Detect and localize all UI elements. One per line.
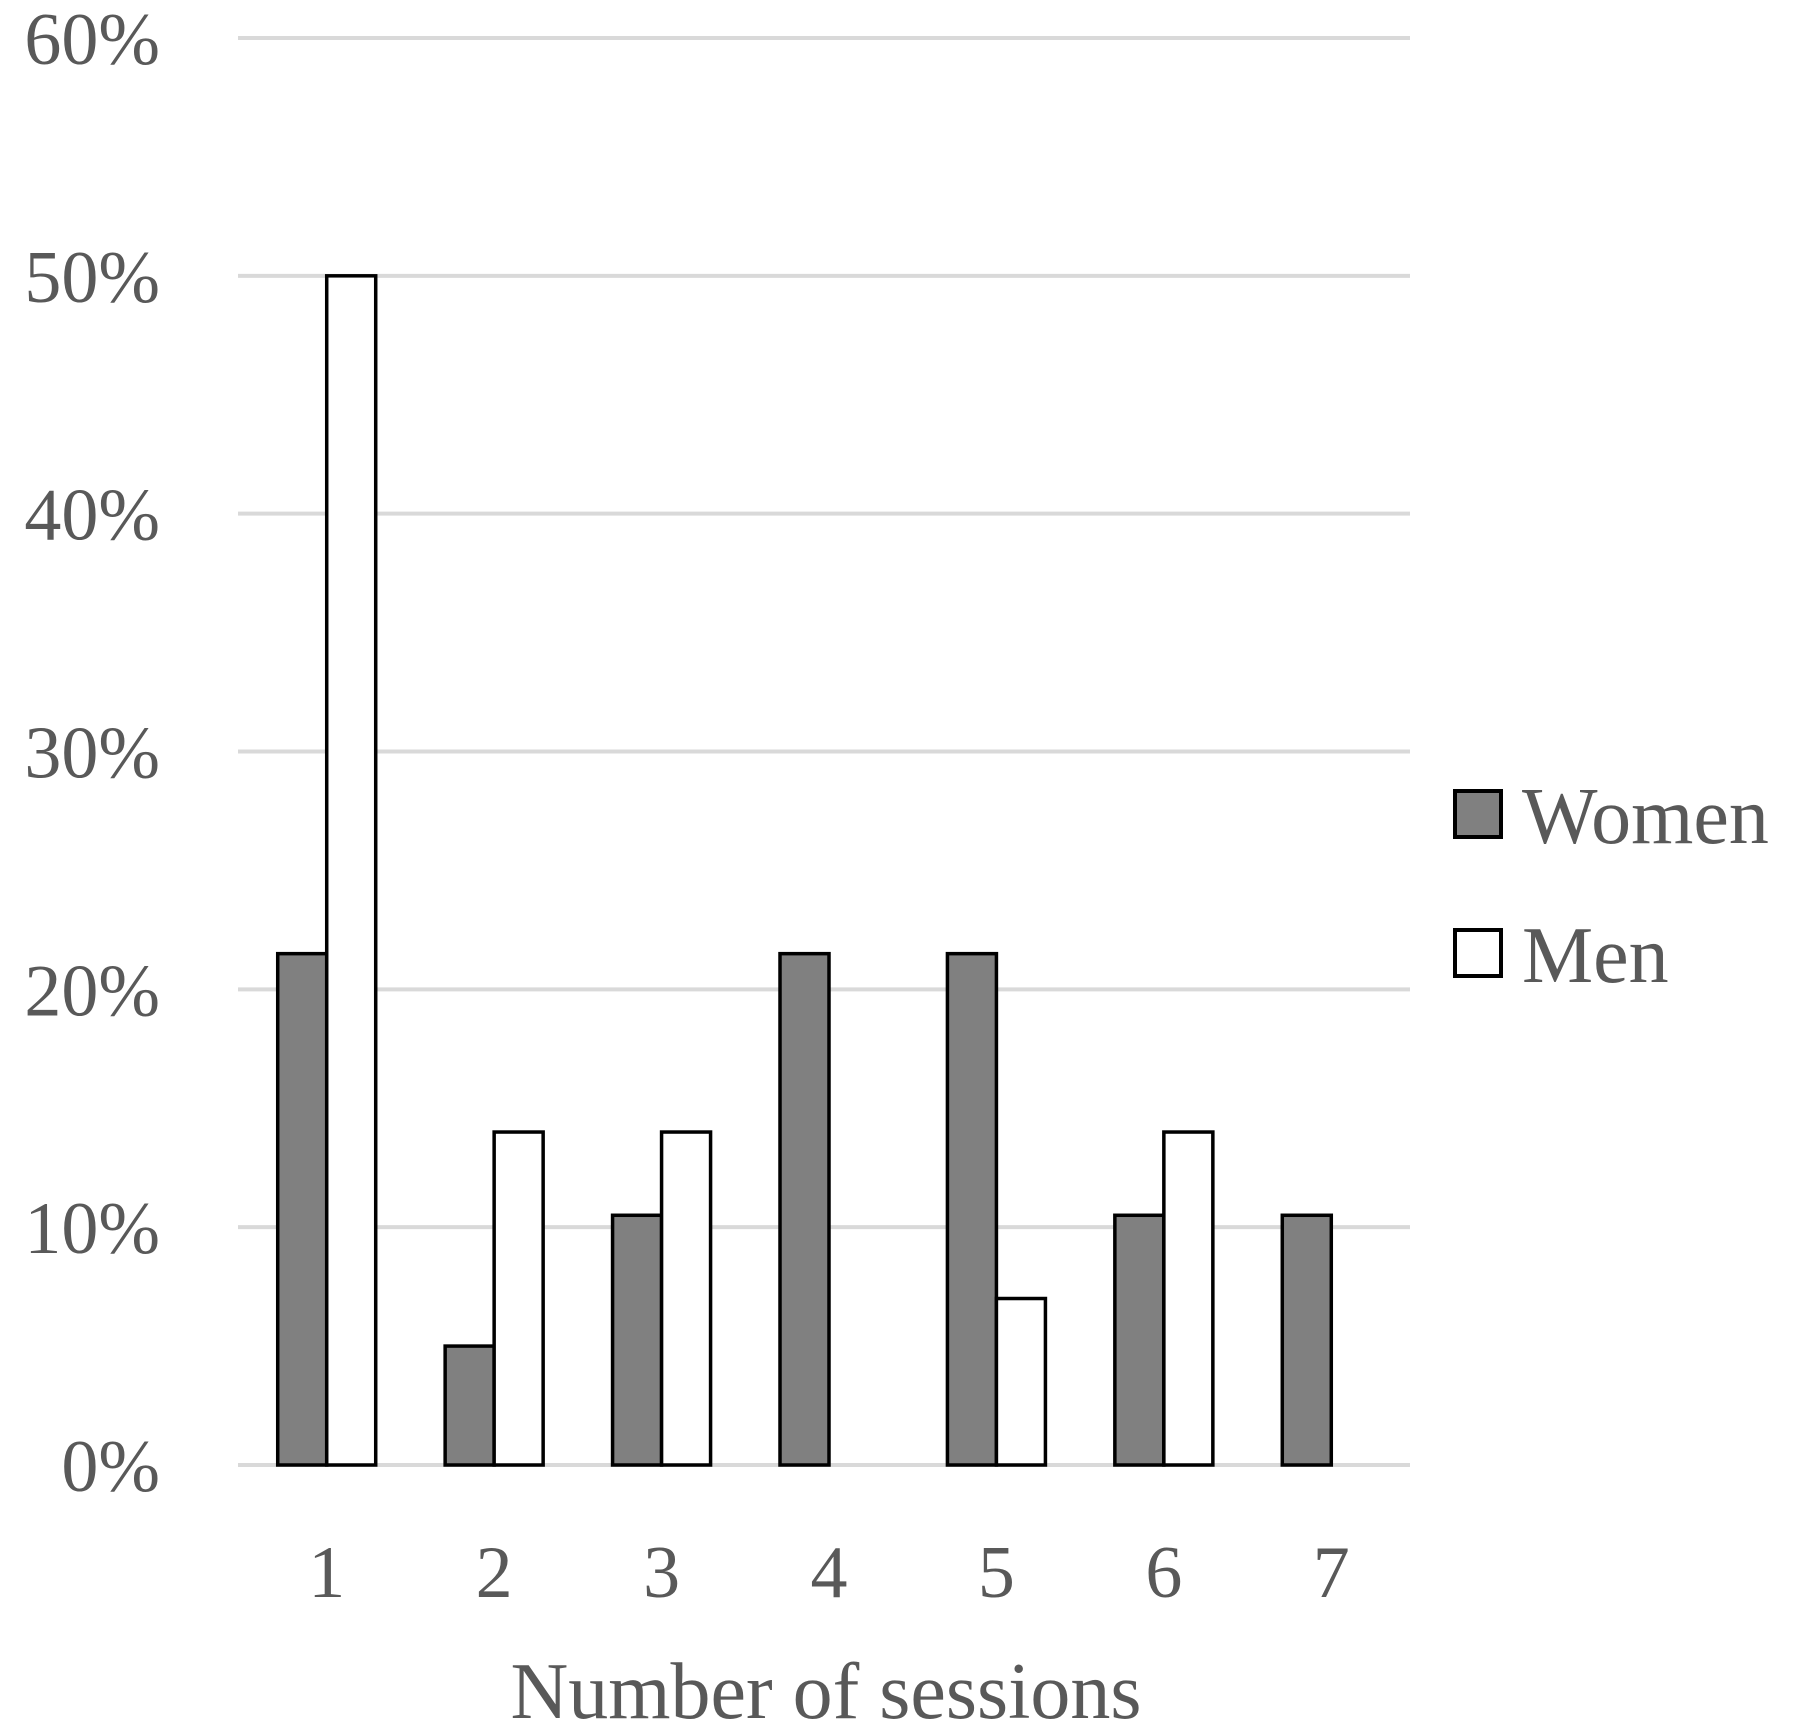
bar-women-7	[1280, 1213, 1334, 1467]
x-tick-label: 3	[643, 1532, 680, 1614]
legend: Women Men	[1453, 773, 1769, 1000]
y-axis-tick-labels: 0% 10% 20% 30% 40% 50% 60%	[24, 0, 160, 1508]
x-tick-label: 2	[476, 1532, 513, 1614]
y-tick-label: 10%	[24, 1188, 160, 1270]
x-tick-label: 4	[811, 1532, 848, 1614]
legend-swatch-men	[1453, 928, 1503, 978]
x-axis-tick-labels: 1 2 3 4 5 6 7	[308, 1532, 1350, 1614]
bar-men-2	[492, 1130, 545, 1467]
x-tick-label: 1	[308, 1532, 345, 1614]
bar-men-6	[1162, 1130, 1215, 1467]
y-tick-label: 60%	[24, 0, 160, 81]
legend-swatch-women	[1453, 789, 1503, 839]
x-tick-label: 5	[978, 1532, 1015, 1614]
y-tick-label: 0%	[61, 1426, 160, 1508]
bar-women-1	[275, 951, 329, 1467]
y-tick-label: 50%	[24, 237, 160, 319]
legend-label-women: Women	[1522, 773, 1769, 861]
x-tick-label: 7	[1313, 1532, 1350, 1614]
bars	[275, 274, 1334, 1467]
y-tick-label: 20%	[24, 950, 160, 1032]
bar-women-3	[610, 1213, 664, 1467]
y-tick-label: 40%	[24, 475, 160, 557]
bar-men-1	[324, 274, 378, 1467]
bar-men-3	[659, 1130, 713, 1467]
legend-label-men: Men	[1522, 912, 1669, 1000]
bar-women-4	[778, 951, 831, 1467]
bar-women-5	[945, 951, 999, 1467]
bar-women-6	[1113, 1213, 1166, 1467]
x-tick-label: 6	[1145, 1532, 1182, 1614]
bar-men-5	[994, 1296, 1048, 1467]
bar-women-2	[443, 1344, 496, 1467]
x-axis-title: Number of sessions	[510, 1648, 1141, 1719]
y-tick-label: 30%	[24, 713, 160, 795]
